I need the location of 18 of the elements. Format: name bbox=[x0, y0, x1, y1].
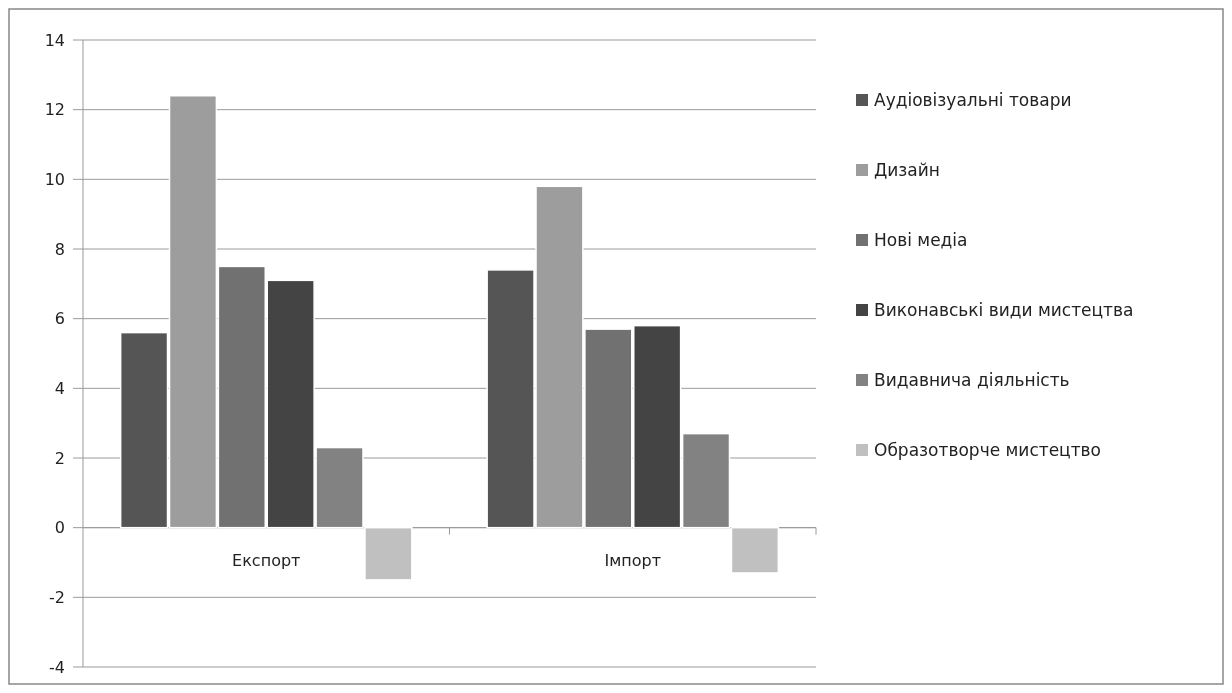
legend-label: Образотворче мистецтво bbox=[874, 439, 1102, 460]
x-tick-label: Імпорт bbox=[604, 550, 662, 570]
y-tick-label: 8 bbox=[54, 239, 65, 259]
legend-label: Дизайн bbox=[874, 159, 940, 180]
y-tick-label: 2 bbox=[54, 448, 65, 468]
y-tick-label: 0 bbox=[54, 518, 65, 538]
legend-label: Аудіовізуальні товари bbox=[874, 89, 1072, 110]
y-tick-label: 6 bbox=[54, 309, 65, 329]
y-tick-label: -2 bbox=[49, 587, 65, 607]
x-tick-label: Експорт bbox=[232, 550, 301, 570]
legend-label: Виконавські види мистецтва bbox=[874, 299, 1134, 320]
legend-label: Видавнича діяльність bbox=[874, 369, 1070, 390]
y-tick-label: 4 bbox=[54, 378, 65, 398]
legend-label: Нові медіа bbox=[874, 229, 968, 250]
y-tick-label: 10 bbox=[44, 169, 65, 189]
y-tick-label: 12 bbox=[44, 100, 65, 120]
y-tick-label: 14 bbox=[44, 30, 65, 50]
y-tick-label: -4 bbox=[49, 657, 65, 677]
